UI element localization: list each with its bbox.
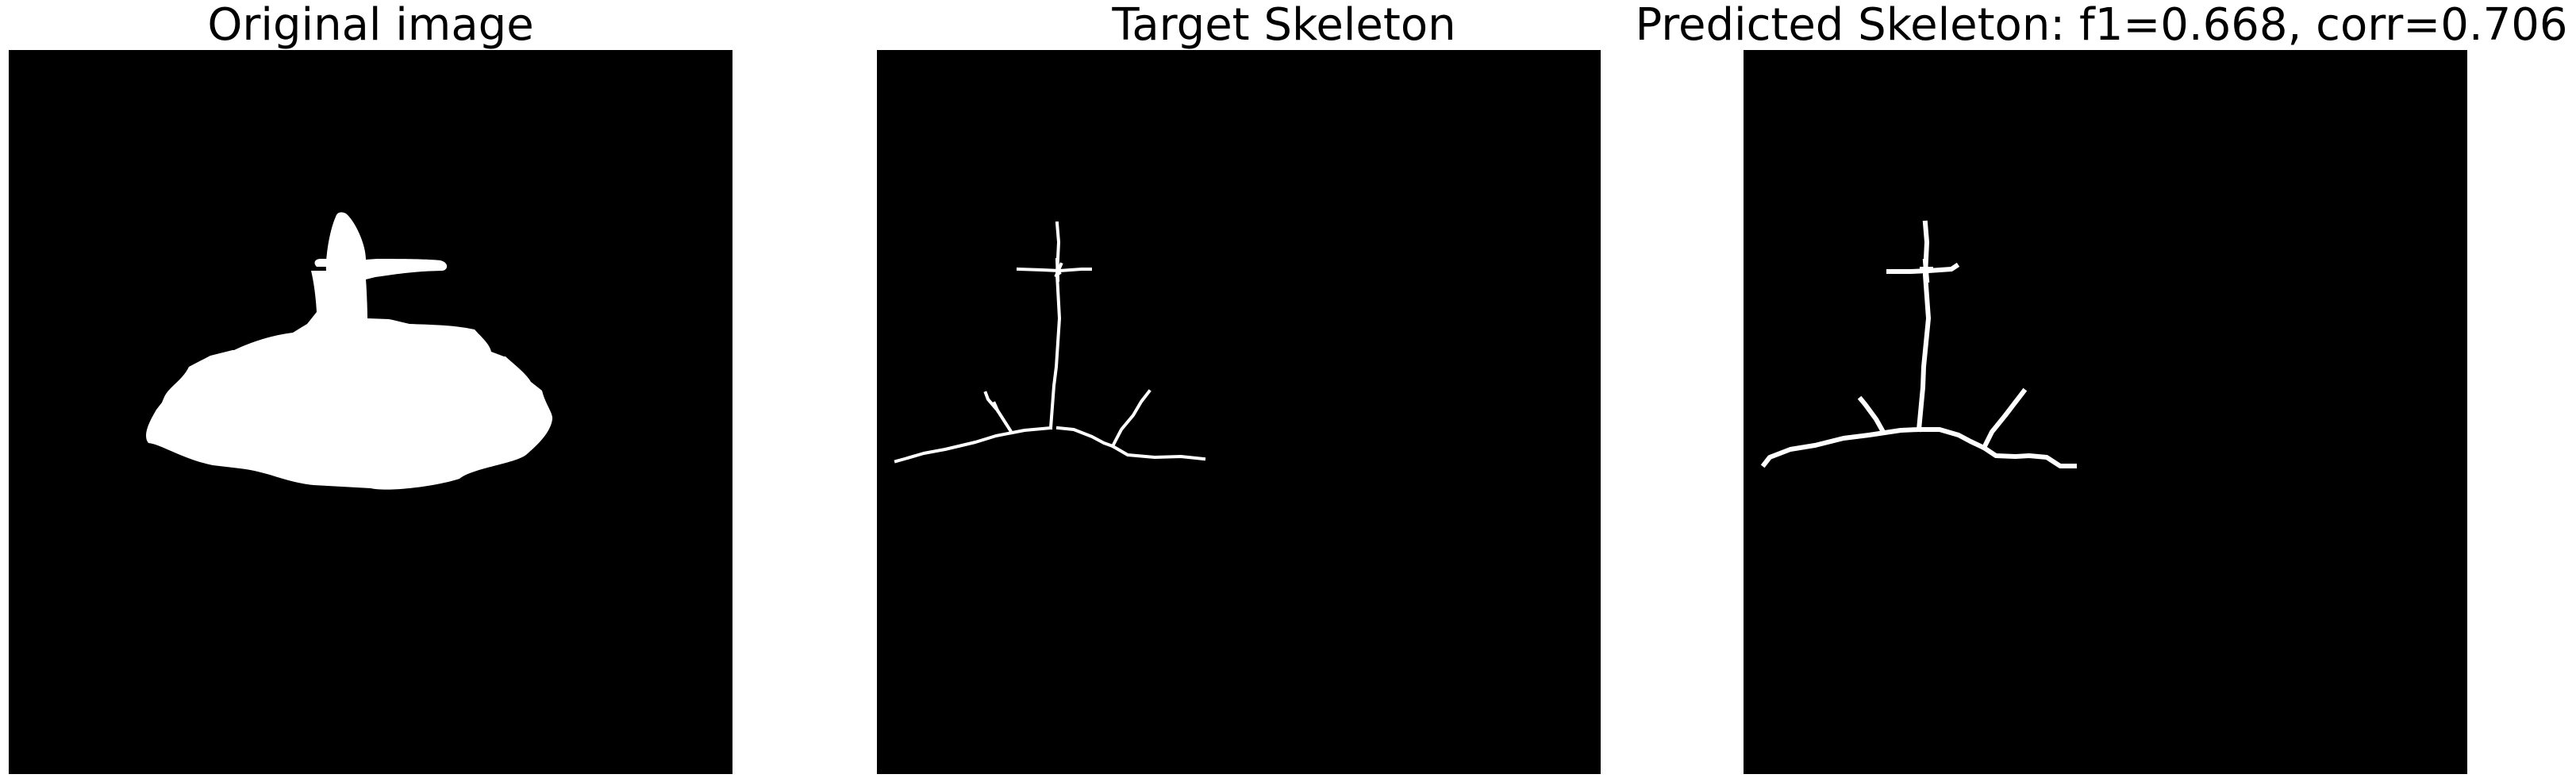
original-image-silhouette bbox=[9, 50, 732, 774]
predicted-skeleton-title: Predicted Skeleton: f1=0.668, corr=0.706 bbox=[1635, 0, 2568, 51]
predicted-skeleton-panel bbox=[1744, 50, 2467, 774]
target-skeleton-title: Target Skeleton bbox=[1112, 0, 1456, 51]
target-skeleton-lines bbox=[877, 50, 1601, 774]
target-skeleton-panel bbox=[877, 50, 1601, 774]
predicted-skeleton-lines bbox=[1744, 50, 2467, 774]
original-image-panel bbox=[9, 50, 732, 774]
original-image-title: Original image bbox=[207, 0, 534, 51]
